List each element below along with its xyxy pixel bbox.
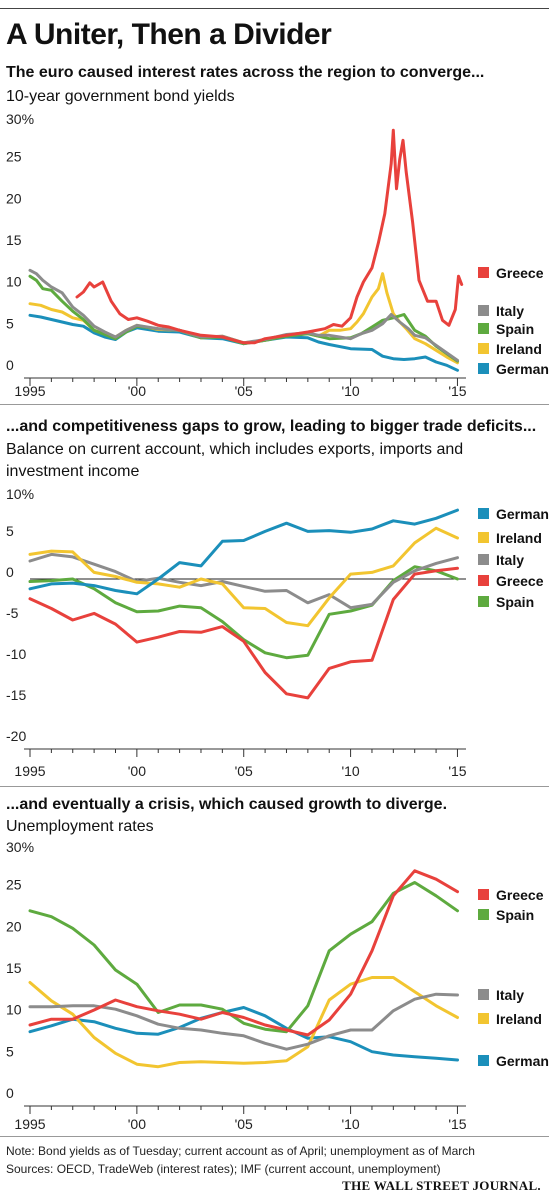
top-rule	[0, 8, 549, 9]
legend-swatch-germany	[478, 363, 489, 374]
y-tick-label: 5	[6, 523, 14, 539]
legend-swatch-germany	[478, 508, 489, 519]
legend-swatch-italy	[478, 554, 489, 565]
panel-2-title: ...and competitiveness gaps to grow, lea…	[6, 418, 537, 435]
series-line-italy	[28, 268, 459, 362]
y-tick-label: 30%	[6, 839, 34, 855]
legend-swatch-spain	[478, 909, 489, 920]
x-tick-label: 1995	[14, 383, 45, 399]
y-tick-label: 0	[6, 564, 14, 580]
y-tick-label: 10	[6, 274, 22, 290]
legend-label-greece: Greece	[496, 887, 544, 903]
x-tick-label: '05	[235, 763, 253, 779]
x-tick-label: '05	[235, 1116, 253, 1132]
panel-divider-1	[0, 404, 549, 405]
legend-swatch-spain	[478, 596, 489, 607]
panel-3-title: ...and eventually a crisis, which caused…	[6, 796, 448, 813]
legend-swatch-italy	[478, 305, 489, 316]
panel-3-subtitle: Unemployment rates	[6, 818, 154, 835]
y-tick-label: 15	[6, 232, 22, 248]
series-line-ireland	[28, 526, 459, 628]
series-line-greece	[28, 566, 459, 700]
legend-label-greece: Greece	[496, 573, 544, 589]
legend-swatch-ireland	[478, 1013, 489, 1024]
y-tick-label: 20	[6, 918, 22, 934]
series-line-italy	[28, 552, 459, 610]
legend-label-germany: Germany	[496, 506, 549, 522]
footer-divider	[0, 1136, 549, 1137]
legend-swatch-spain	[478, 323, 489, 334]
x-tick-label: 1995	[14, 763, 45, 779]
y-tick-label: 5	[6, 315, 14, 331]
legend-swatch-ireland	[478, 532, 489, 543]
series-line-spain	[28, 274, 459, 363]
legend-label-germany: Germany	[496, 1053, 549, 1069]
series-line-greece	[75, 128, 464, 345]
y-tick-label: 25	[6, 149, 22, 165]
headline: A Uniter, Then a Divider	[6, 18, 332, 51]
legend-label-italy: Italy	[496, 303, 524, 319]
x-tick-label: '05	[235, 383, 253, 399]
series-line-germany	[28, 1006, 459, 1062]
legend-swatch-greece	[478, 267, 489, 278]
y-tick-label: 10%	[6, 486, 34, 502]
note-text: Note: Bond yields as of Tuesday; current…	[6, 1144, 475, 1158]
sources-text: Sources: OECD, TradeWeb (interest rates)…	[6, 1162, 441, 1176]
panel-1-title: The euro caused interest rates across th…	[6, 64, 485, 81]
legend-label-germany: Germany	[496, 361, 549, 377]
legend-swatch-ireland	[478, 343, 489, 354]
legend-label-ireland: Ireland	[496, 341, 542, 357]
y-tick-label: 0	[6, 1085, 14, 1101]
x-tick-label: '10	[341, 763, 359, 779]
legend-label-italy: Italy	[496, 987, 524, 1003]
current-account-chart: 10% 5 0 -5 -10 -15 -20 1995 '00 '05 '10 '15 Germany I…	[6, 486, 549, 779]
series-line-greece	[28, 869, 459, 1037]
panel-2-subtitle: Balance on current account, which includ…	[6, 441, 464, 480]
legend-label-spain: Spain	[496, 907, 534, 923]
panel-divider-2	[0, 786, 549, 787]
x-tick-label: 1995	[14, 1116, 45, 1132]
legend-label-ireland: Ireland	[496, 1011, 542, 1027]
x-tick-label: '10	[341, 1116, 359, 1132]
series-line-spain	[28, 881, 459, 1034]
legend-swatch-greece	[478, 889, 489, 900]
legend-swatch-germany	[478, 1055, 489, 1066]
legend-label-ireland: Ireland	[496, 530, 542, 546]
x-tick-label: '00	[128, 763, 146, 779]
legend-swatch-greece	[478, 575, 489, 586]
legend-label-spain: Spain	[496, 321, 534, 337]
y-tick-label: 15	[6, 960, 22, 976]
x-tick-label: '00	[128, 383, 146, 399]
y-tick-label: -10	[6, 646, 26, 662]
y-tick-label: 20	[6, 190, 22, 206]
series-line-ireland	[28, 976, 459, 1069]
y-tick-label: 10	[6, 1002, 22, 1018]
legend-swatch-italy	[478, 989, 489, 1000]
series-line-germany	[28, 508, 459, 596]
y-tick-label: -20	[6, 728, 26, 744]
y-tick-label: -5	[6, 605, 19, 621]
panel-1-subtitle: 10-year government bond yields	[6, 88, 235, 105]
x-tick-label: '10	[341, 383, 359, 399]
legend-label-italy: Italy	[496, 552, 524, 568]
y-tick-label: -15	[6, 687, 26, 703]
y-tick-label: 30%	[6, 111, 34, 127]
x-tick-label: '15	[448, 763, 466, 779]
x-tick-label: '00	[128, 1116, 146, 1132]
y-tick-label: 0	[6, 357, 14, 373]
x-tick-label: '15	[448, 383, 466, 399]
y-tick-label: 25	[6, 877, 22, 893]
x-tick-label: '15	[448, 1116, 466, 1132]
legend-label-spain: Spain	[496, 594, 534, 610]
y-tick-label: 5	[6, 1043, 14, 1059]
masthead-logo: THE WALL STREET JOURNAL.	[342, 1178, 541, 1193]
legend-label-greece: Greece	[496, 265, 544, 281]
